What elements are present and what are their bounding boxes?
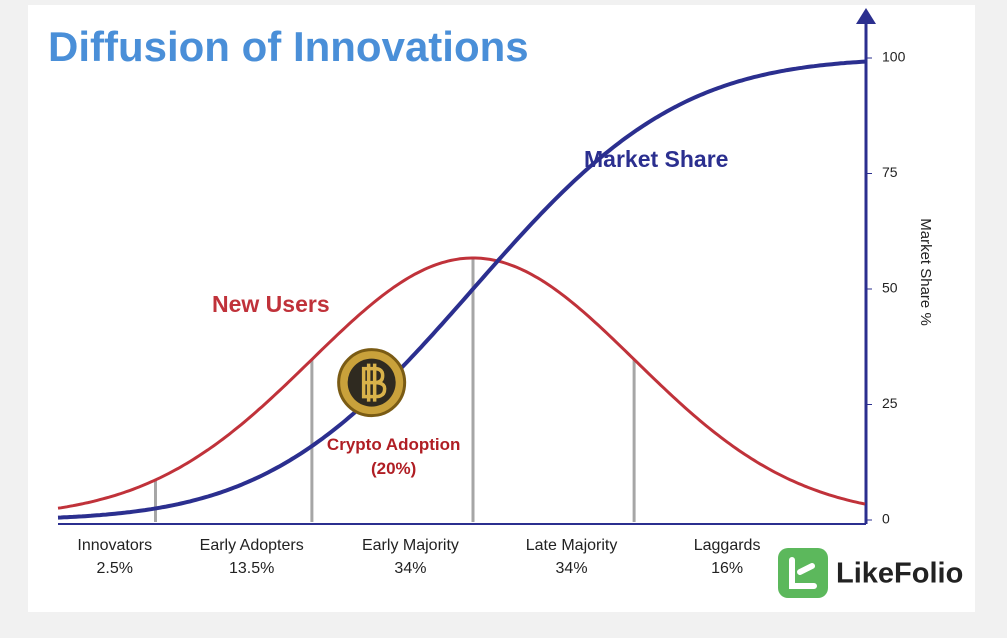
y-tick-label: 100: [882, 49, 906, 65]
category-value: 34%: [394, 560, 426, 577]
market-share-curve: [57, 59, 866, 520]
annotation-label: Crypto Adoption: [327, 435, 460, 454]
y-tick-label: 0: [882, 511, 890, 527]
crypto-marker-glyph: [361, 363, 387, 402]
y-axis-arrow: [856, 8, 876, 24]
y-tick-label: 75: [882, 164, 898, 180]
chart-background: [28, 5, 975, 612]
category-label: Late Majority: [526, 537, 618, 554]
category-label: Early Adopters: [200, 537, 304, 554]
chart-title: Diffusion of Innovations: [48, 23, 529, 70]
category-value: 16%: [711, 560, 743, 577]
annotation-value: (20%): [371, 459, 416, 478]
category-label: Laggards: [694, 537, 761, 554]
brand-name: LikeFolio: [836, 558, 963, 590]
category-label: Innovators: [77, 537, 152, 554]
category-value: 13.5%: [229, 560, 274, 577]
brand-logo-glyph: [789, 557, 817, 589]
y-tick-label: 25: [882, 395, 898, 411]
new-users-curve: [57, 256, 866, 510]
series-label: New Users: [212, 291, 330, 317]
series-label: Market Share: [584, 146, 728, 172]
category-value: 2.5%: [97, 560, 133, 577]
y-axis-label: Market Share %: [917, 218, 934, 326]
category-label: Early Majority: [362, 537, 459, 554]
y-tick-label: 50: [882, 280, 898, 296]
category-value: 34%: [556, 560, 588, 577]
